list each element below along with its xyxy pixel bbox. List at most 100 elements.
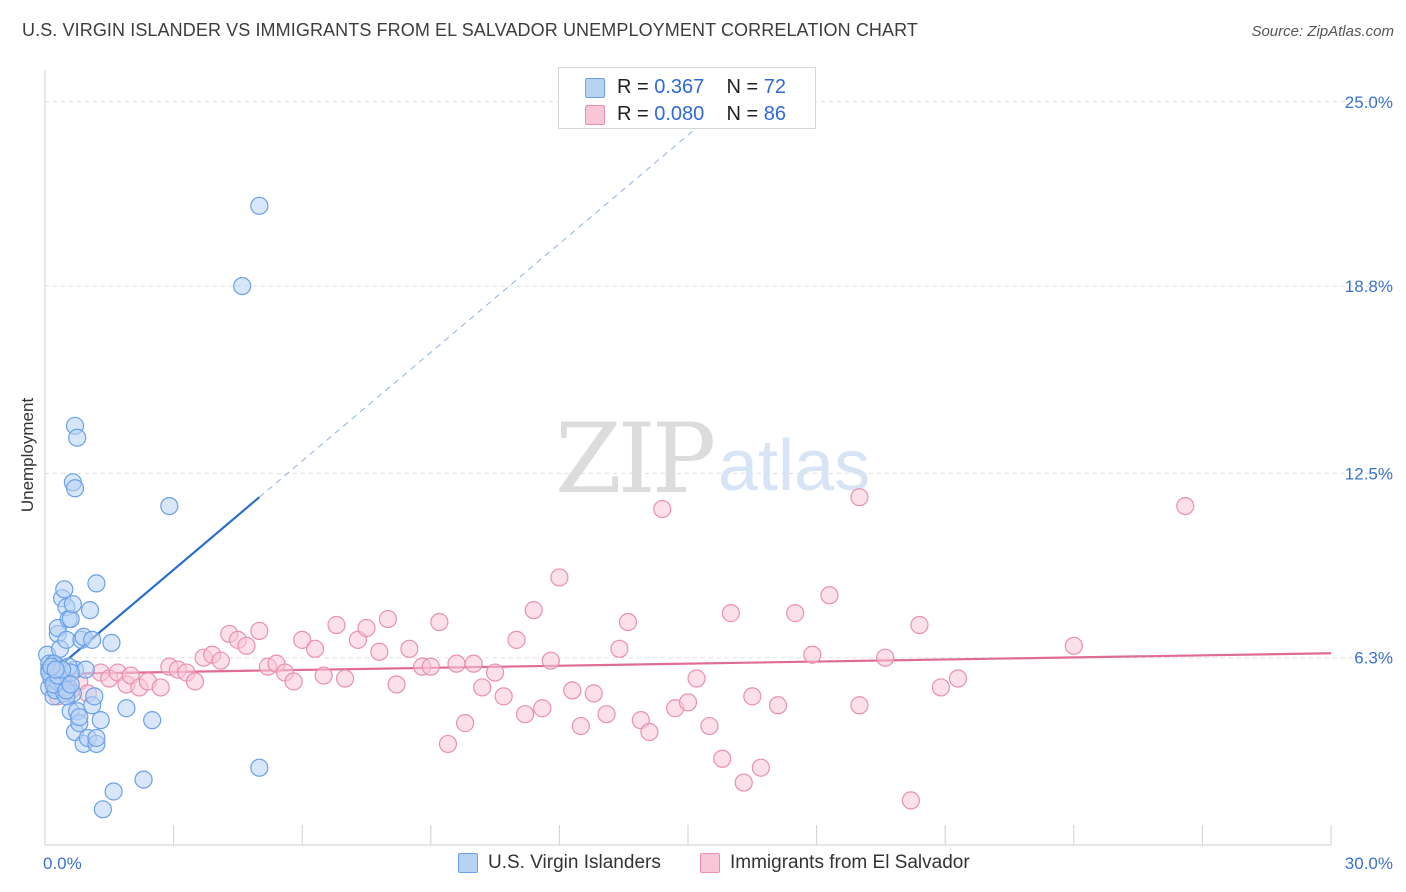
data-point-pink xyxy=(850,488,869,507)
legend-swatch-pink xyxy=(585,105,605,125)
bottom-legend-swatch-pink xyxy=(700,853,720,873)
data-point-blue xyxy=(61,675,80,694)
data-point-pink xyxy=(250,621,269,641)
tick-labels: 6.3% 12.5% 18.8% 25.0% 0.0% 30.0% xyxy=(43,93,1393,873)
data-point-blue xyxy=(250,196,269,215)
bottom-legend-label-blue: U.S. Virgin Islanders xyxy=(488,852,661,873)
trend-line-pink xyxy=(44,652,1332,676)
data-point-pink xyxy=(293,630,312,649)
y-tick-label: 18.8% xyxy=(1345,277,1393,296)
data-point-pink xyxy=(948,669,968,688)
legend-n-pink: 86 xyxy=(763,103,787,125)
data-point-pink xyxy=(430,612,449,632)
data-point-pink xyxy=(421,657,440,676)
data-point-pink xyxy=(803,645,822,664)
data-point-pink xyxy=(370,642,389,661)
legend-text-pink: R = 0.080 N = 86 xyxy=(617,103,787,125)
data-point-blue xyxy=(93,800,112,819)
grid-lines xyxy=(45,101,1391,659)
data-point-pink xyxy=(335,669,355,688)
y-tick-label: 6.3% xyxy=(1354,649,1393,668)
data-point-pink xyxy=(571,716,590,736)
data-point-pink xyxy=(284,672,303,691)
axes xyxy=(44,70,1332,846)
series-us-virgin-islanders xyxy=(38,196,269,819)
data-point-blue xyxy=(85,687,104,706)
data-point-blue xyxy=(70,708,89,727)
data-point-blue xyxy=(117,699,136,718)
data-point-pink xyxy=(743,687,762,706)
y-axis-label: Unemployment xyxy=(18,397,37,513)
data-point-pink xyxy=(455,714,475,733)
data-point-pink xyxy=(533,699,552,718)
data-point-pink xyxy=(524,601,543,620)
watermark: ZIP atlas xyxy=(555,403,870,515)
data-point-pink xyxy=(610,639,629,658)
data-point-pink xyxy=(1176,496,1195,516)
data-point-blue xyxy=(80,601,100,620)
data-point-pink xyxy=(721,604,740,623)
data-point-pink xyxy=(305,639,325,658)
data-point-pink xyxy=(597,705,616,724)
data-point-blue xyxy=(68,428,87,447)
data-point-pink xyxy=(211,651,230,670)
data-point-pink xyxy=(653,499,672,519)
data-point-blue xyxy=(63,595,82,614)
watermark-zip: ZIP xyxy=(555,403,714,515)
data-point-blue xyxy=(134,770,153,789)
data-point-pink xyxy=(550,568,569,587)
data-point-pink xyxy=(584,684,603,703)
y-tick-label: 12.5% xyxy=(1345,464,1393,483)
trend-line-blue-extension xyxy=(259,98,732,498)
data-point-pink xyxy=(357,618,376,638)
data-point-pink xyxy=(876,648,895,667)
watermark-atlas: atlas xyxy=(718,426,870,506)
data-point-pink xyxy=(400,639,419,658)
legend-text-blue: R = 0.367 N = 72 xyxy=(617,76,787,98)
series-immigrants-el-salvador xyxy=(44,488,1195,810)
data-point-pink xyxy=(820,586,839,605)
x-tick-label-min: 0.0% xyxy=(43,854,82,873)
data-point-pink xyxy=(768,696,788,715)
data-point-pink xyxy=(901,791,921,810)
y-tick-label: 25.0% xyxy=(1345,93,1393,112)
data-point-blue xyxy=(87,574,106,593)
data-point-pink xyxy=(910,615,929,635)
bottom-legend-label-pink: Immigrants from El Salvador xyxy=(730,852,970,873)
trend-line-blue xyxy=(44,496,261,680)
data-point-blue xyxy=(76,660,95,679)
data-point-blue xyxy=(102,633,121,652)
data-point-pink xyxy=(447,654,466,673)
data-point-blue xyxy=(250,758,269,777)
legend-n-blue: 72 xyxy=(763,76,787,98)
legend-swatch-blue xyxy=(585,78,605,98)
data-point-blue xyxy=(61,609,80,629)
data-point-pink xyxy=(931,678,951,697)
data-point-pink xyxy=(151,678,170,697)
data-point-blue xyxy=(87,728,106,748)
data-point-pink xyxy=(1064,636,1083,655)
data-point-pink xyxy=(640,722,659,742)
data-point-pink xyxy=(507,630,526,649)
legend-r-blue: 0.367 xyxy=(654,76,705,98)
data-point-pink xyxy=(541,651,560,670)
data-point-blue xyxy=(143,711,162,730)
data-point-blue xyxy=(104,782,123,801)
data-point-blue xyxy=(65,479,85,498)
data-point-pink xyxy=(734,773,753,792)
data-point-pink xyxy=(850,696,869,715)
data-point-pink xyxy=(486,663,505,682)
data-point-pink xyxy=(751,758,770,777)
data-point-pink xyxy=(387,675,406,694)
data-point-blue xyxy=(83,630,102,649)
data-point-blue xyxy=(160,496,179,516)
data-point-pink xyxy=(563,681,582,700)
data-point-blue xyxy=(46,660,65,679)
data-point-pink xyxy=(314,666,333,685)
trend-lines xyxy=(44,98,1332,680)
data-point-pink xyxy=(516,705,535,724)
data-point-pink xyxy=(327,615,346,635)
correlation-legend: R = 0.367 N = 72 R = 0.080 N = 86 xyxy=(558,67,816,129)
data-point-blue xyxy=(233,277,252,296)
data-point-pink xyxy=(473,678,492,697)
